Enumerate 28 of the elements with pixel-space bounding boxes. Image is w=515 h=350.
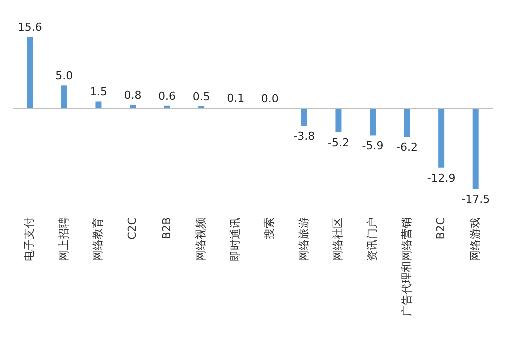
x-tick-label: C2C <box>126 217 139 240</box>
data-label: -3.8 <box>294 130 316 144</box>
data-label: 0.5 <box>192 90 210 104</box>
data-label: 1.5 <box>90 86 108 99</box>
x-tick-label: 广告代理和网络营销 <box>400 218 414 316</box>
data-label: -12.9 <box>427 172 456 185</box>
x-tick-label: 网络游戏 <box>468 218 482 262</box>
x-tick-label: 电子支付 <box>23 218 36 262</box>
x-tick-label: B2C <box>434 217 448 240</box>
x-tick-label: 资讯门户 <box>366 218 379 262</box>
data-label: 0.0 <box>261 92 279 106</box>
data-label: -5.2 <box>328 136 350 150</box>
x-tick-label: 网络视频 <box>194 218 208 262</box>
x-tick-label: 即时通讯 <box>228 218 242 262</box>
x-tick-label: B2B <box>160 218 174 240</box>
x-tick-label: 网络教育 <box>92 218 105 262</box>
data-label: -17.5 <box>462 193 490 206</box>
data-label: -6.2 <box>396 141 418 154</box>
x-tick-label: 网络社区 <box>332 218 345 262</box>
x-tick-label: 搜索 <box>263 218 276 240</box>
data-label: 15.6 <box>18 21 42 34</box>
data-label: 0.6 <box>158 90 176 103</box>
x-tick-label: 网上招聘 <box>57 218 70 262</box>
data-label: 0.1 <box>227 92 245 106</box>
data-label: 0.8 <box>124 88 142 102</box>
data-label: -5.9 <box>362 140 384 153</box>
data-label: 5.0 <box>56 70 74 83</box>
x-tick-label: 网络旅游 <box>297 218 310 262</box>
